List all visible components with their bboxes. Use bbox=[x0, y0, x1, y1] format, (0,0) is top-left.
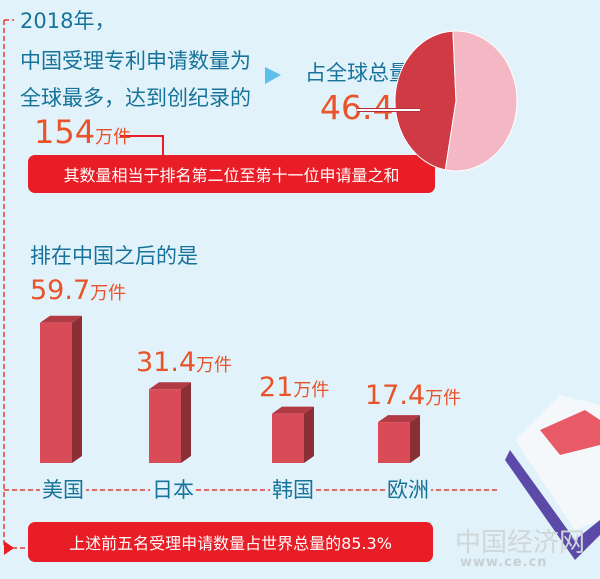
summary-text: 上述前五名受理申请数量占世界总量的85.3% bbox=[69, 534, 392, 553]
bar-unit: 万件 bbox=[196, 355, 233, 377]
category-label: 美国 bbox=[40, 474, 86, 504]
followers-heading: 排在中国之后的是 bbox=[30, 244, 198, 268]
bar-value-label: 21万件 bbox=[259, 372, 329, 403]
pie-chart bbox=[357, 30, 518, 172]
watermark-logo: 中国经济网 bbox=[455, 528, 586, 558]
connector-line bbox=[120, 135, 164, 156]
pie-slice-1 bbox=[444, 30, 518, 172]
note-box: 其数量相当于排名第二位至第十一位申请量之和 bbox=[28, 155, 435, 193]
bar-top bbox=[272, 406, 314, 414]
bar-value: 21 bbox=[259, 371, 294, 403]
total-value: 154万件 bbox=[34, 113, 131, 151]
watermark-url: www.ce.cn bbox=[460, 555, 548, 570]
total-number: 154 bbox=[34, 113, 96, 151]
intro-line-3: 全球最多，达到创纪录的 bbox=[20, 86, 251, 110]
bar-0 bbox=[40, 322, 72, 463]
bar-unit: 万件 bbox=[293, 379, 330, 401]
bar-value: 17.4 bbox=[365, 380, 426, 412]
bar-top bbox=[40, 315, 82, 323]
category-label: 日本 bbox=[150, 474, 196, 504]
arrow-right-icon bbox=[4, 541, 14, 555]
bar-value: 31.4 bbox=[136, 347, 197, 379]
bar-value: 59.7 bbox=[30, 274, 91, 306]
intro-line-2: 中国受理专利申请数量为 bbox=[20, 49, 251, 73]
bar-2 bbox=[272, 413, 304, 463]
bar-unit: 万件 bbox=[425, 388, 462, 410]
bar-side bbox=[72, 315, 82, 463]
bar-side bbox=[304, 406, 314, 463]
bar-1 bbox=[149, 389, 181, 463]
bar-value-label: 59.7万件 bbox=[30, 275, 126, 306]
share-number: 46.4 bbox=[320, 88, 394, 127]
bar-value-label: 17.4万件 bbox=[365, 380, 461, 411]
bar-side bbox=[181, 382, 191, 463]
pie-slice-0 bbox=[394, 30, 457, 171]
category-label: 韩国 bbox=[270, 474, 316, 504]
bar-top bbox=[378, 415, 420, 423]
bar-value-label: 31.4万件 bbox=[136, 347, 232, 378]
summary-box: 上述前五名受理申请数量占世界总量的85.3% bbox=[28, 522, 433, 562]
book-illustration bbox=[505, 395, 600, 560]
category-label: 欧洲 bbox=[385, 474, 431, 504]
total-unit: 万件 bbox=[95, 127, 132, 148]
bar-side bbox=[410, 415, 420, 463]
note-text: 其数量相当于排名第二位至第十一位申请量之和 bbox=[63, 166, 400, 185]
intro-line-1: 2018年， bbox=[20, 9, 116, 33]
triangle-arrow-icon bbox=[265, 67, 281, 84]
bar-3 bbox=[378, 422, 410, 463]
bar-top bbox=[149, 382, 191, 390]
bar-unit: 万件 bbox=[90, 282, 127, 304]
dashed-frame-line bbox=[3, 19, 14, 545]
